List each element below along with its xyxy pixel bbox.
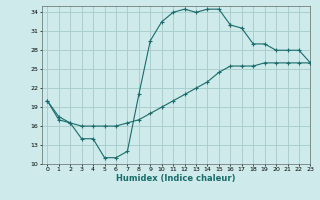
X-axis label: Humidex (Indice chaleur): Humidex (Indice chaleur) [116,174,236,183]
